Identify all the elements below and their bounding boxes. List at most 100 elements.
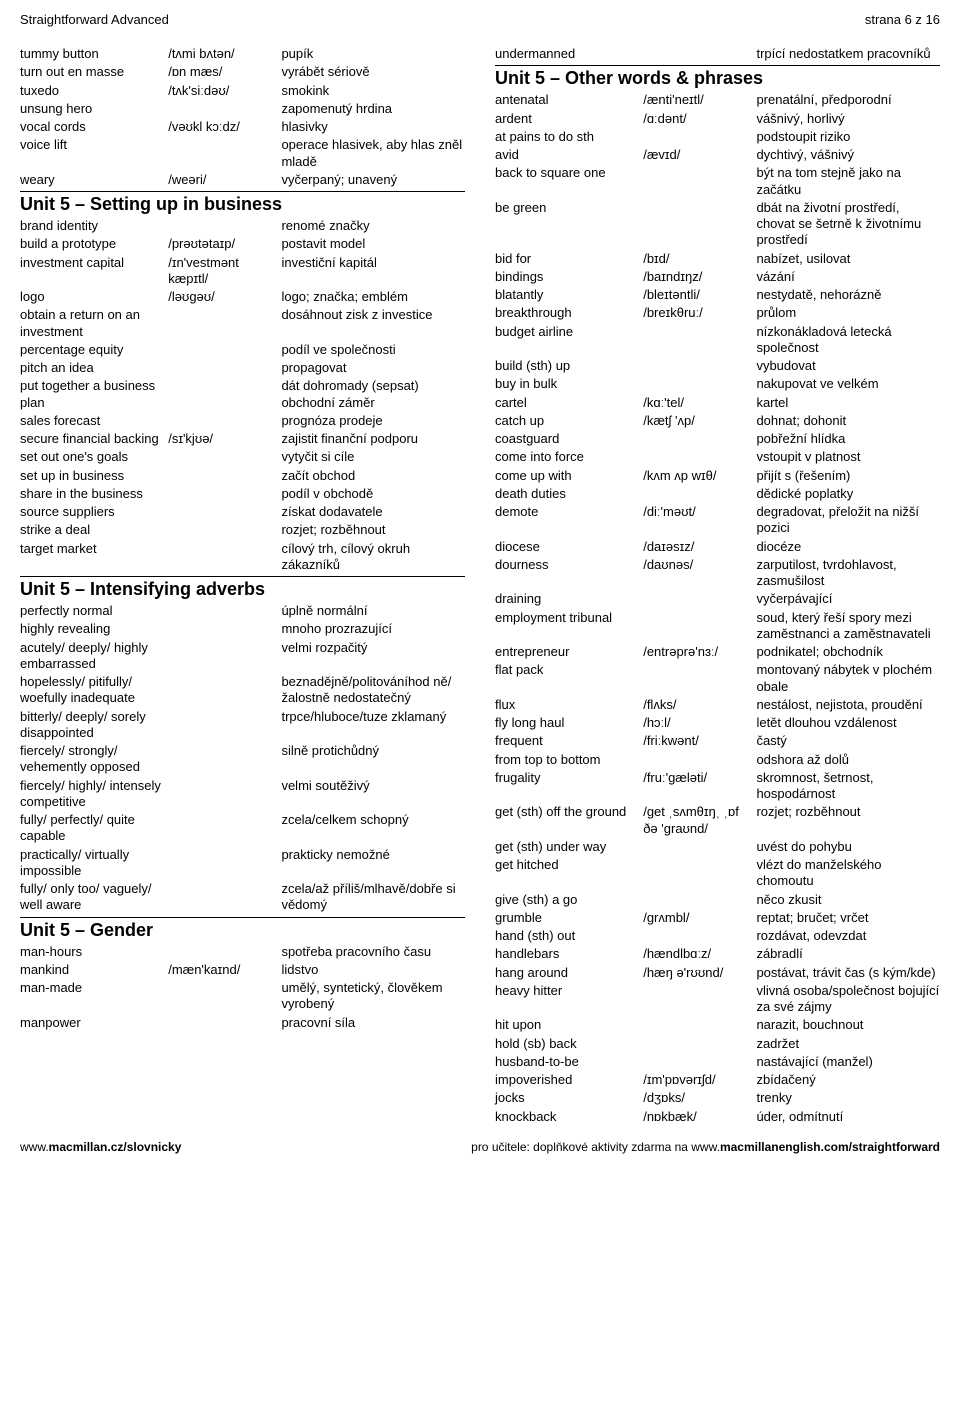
vocab-row: frequent/friːkwənt/častý — [495, 732, 940, 750]
vocab-row: diocese/daɪəsɪz/diocéze — [495, 538, 940, 556]
vocab-row: man-madeumělý, syntetický, člověkem vyro… — [20, 979, 465, 1014]
pronunciation: /hændlbɑːz/ — [643, 946, 756, 962]
term: set out one's goals — [20, 449, 168, 465]
term: share in the business — [20, 486, 168, 502]
term: jocks — [495, 1090, 643, 1106]
term: grumble — [495, 910, 643, 926]
translation: mnoho prozrazující — [281, 621, 465, 637]
vocab-row: get (sth) under wayuvést do pohybu — [495, 838, 940, 856]
vocab-row: turn out en masse/ɒn mæs/vyrábět sériově — [20, 63, 465, 81]
vocab-row: sales forecast prognóza prodeje — [20, 412, 465, 430]
pronunciation: /entrəprə'nɜː/ — [643, 644, 756, 660]
page-header: Straightforward Advanced strana 6 z 16 — [20, 12, 940, 27]
term: hit upon — [495, 1017, 643, 1033]
term: man-made — [20, 980, 168, 996]
term: man-hours — [20, 944, 168, 960]
term: husband-to-be — [495, 1054, 643, 1070]
vocab-row: come into forcevstoupit v platnost — [495, 448, 940, 466]
vocab-row: flux/flʌks/nestálost, nejistota, prouděn… — [495, 696, 940, 714]
vocab-row: perfectly normalúplně normální — [20, 602, 465, 620]
vocab-row: handlebars/hændlbɑːz/zábradlí — [495, 945, 940, 963]
translation: přijít s (řešením) — [756, 468, 940, 484]
term: dourness — [495, 557, 643, 573]
term: handlebars — [495, 946, 643, 962]
translation: nestálost, nejistota, proudění — [756, 697, 940, 713]
pronunciation: /daʊnəs/ — [643, 557, 756, 573]
translation: zábradlí — [756, 946, 940, 962]
term: get hitched — [495, 857, 643, 873]
translation: získat dodavatele — [281, 504, 465, 520]
vocab-row: logo/ləʊgəʊ/logo; značka; emblém — [20, 288, 465, 306]
term: avid — [495, 147, 643, 163]
pronunciation: /kætʃ 'ʌp/ — [643, 413, 756, 429]
vocab-row: from top to bottomodshora až dolů — [495, 751, 940, 769]
term: sales forecast — [20, 413, 168, 429]
vocab-row: fully/ only too/ vaguely/ well awarezcel… — [20, 880, 465, 915]
vocab-row: impoverished/ɪm'pɒvərɪʃd/zbídačený — [495, 1071, 940, 1089]
translation: operace hlasivek, aby hlas zněl mladě — [281, 137, 465, 170]
footer-right-plain: pro učitele: doplňkové aktivity zdarma n… — [471, 1140, 720, 1154]
term: give (sth) a go — [495, 892, 643, 908]
translation: prognóza prodeje — [281, 413, 465, 429]
term: antenatal — [495, 92, 643, 108]
translation: vášnivý, horlivý — [756, 111, 940, 127]
pronunciation: /grʌmbl/ — [643, 910, 756, 926]
pronunciation: /mæn'kaɪnd/ — [168, 962, 281, 978]
translation: cílový trh, cílový okruh zákazníků — [281, 541, 465, 574]
translation: pupík — [281, 46, 465, 62]
pronunciation: /friːkwənt/ — [643, 733, 756, 749]
left-column: tummy button/tʌmi bʌtən/pupíkturn out en… — [20, 45, 465, 1126]
translation: trpící nedostatkem pracovníků — [756, 46, 940, 62]
vocab-row: at pains to do sth podstoupit riziko — [495, 128, 940, 146]
vocab-row: back to square onebýt na tom stejně jako… — [495, 164, 940, 199]
translation: podíl ve společnosti — [281, 342, 465, 358]
translation: začít obchod — [281, 468, 465, 484]
vocab-row: husband-to-benastávající (manžel) — [495, 1053, 940, 1071]
term: frequent — [495, 733, 643, 749]
footer-right: pro učitele: doplňkové aktivity zdarma n… — [471, 1140, 940, 1154]
term: coastguard — [495, 431, 643, 447]
term: back to square one — [495, 165, 643, 181]
translation: vyrábět sériově — [281, 64, 465, 80]
translation: diocéze — [756, 539, 940, 555]
vocab-row: get hitchedvlézt do manželského chomoutu — [495, 856, 940, 891]
term: come up with — [495, 468, 643, 484]
translation: postavit model — [281, 236, 465, 252]
term: demote — [495, 504, 643, 520]
vocab-row: breakthrough/breɪkθruː/průlom — [495, 304, 940, 322]
term: bitterly/ deeply/ sorely disappointed — [20, 709, 168, 742]
translation: podstoupit riziko — [756, 129, 940, 145]
term: build (sth) up — [495, 358, 643, 374]
vocab-row: hand (sth) outrozdávat, odevzdat — [495, 927, 940, 945]
term: voice lift — [20, 137, 168, 153]
translation: smokink — [281, 83, 465, 99]
vocab-row: set out one's goalsvytyčit si cíle — [20, 448, 465, 466]
translation: průlom — [756, 305, 940, 321]
vocab-row: weary/weəri/vyčerpaný; unavený — [20, 171, 465, 189]
term: fully/ perfectly/ quite capable — [20, 812, 168, 845]
term: cartel — [495, 395, 643, 411]
vocab-row: mankind/mæn'kaɪnd/lidstvo — [20, 961, 465, 979]
pronunciation: /nɒkbæk/ — [643, 1109, 756, 1125]
translation: velmi rozpačitý — [281, 640, 465, 656]
pronunciation: /breɪkθruː/ — [643, 305, 756, 321]
term: at pains to do sth — [495, 129, 643, 145]
pronunciation: /daɪəsɪz/ — [643, 539, 756, 555]
term: draining — [495, 591, 643, 607]
vocab-row: coastguardpobřežní hlídka — [495, 430, 940, 448]
vocab-row: strike a dealrozjet; rozběhnout — [20, 521, 465, 539]
term: death duties — [495, 486, 643, 502]
term: frugality — [495, 770, 643, 786]
term: employment tribunal — [495, 610, 643, 626]
term: investment capital — [20, 255, 168, 271]
translation: soud, který řeší spory mezi zaměstnanci … — [756, 610, 940, 643]
vocab-row: grumble/grʌmbl/reptat; bručet; vrčet — [495, 909, 940, 927]
term: flat pack — [495, 662, 643, 678]
term: turn out en masse — [20, 64, 168, 80]
term: hold (sb) back — [495, 1036, 643, 1052]
translation: nakupovat ve velkém — [756, 376, 940, 392]
vocab-row: vocal cords/vəʊkl kɔːdz/hlasivky — [20, 118, 465, 136]
term: perfectly normal — [20, 603, 168, 619]
term: impoverished — [495, 1072, 643, 1088]
term: undermanned — [495, 46, 643, 62]
